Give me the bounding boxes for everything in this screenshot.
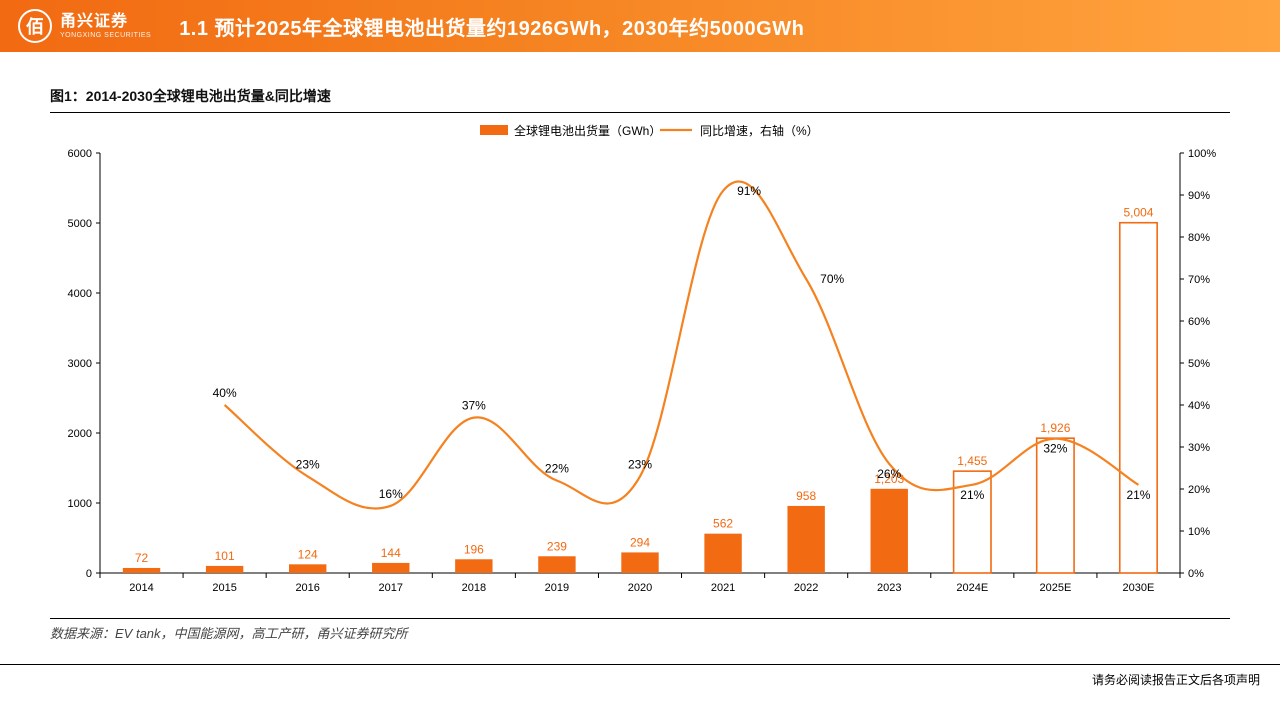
- svg-text:70%: 70%: [1188, 274, 1210, 286]
- svg-text:91%: 91%: [737, 184, 761, 198]
- svg-text:2023: 2023: [877, 582, 901, 594]
- svg-text:144: 144: [381, 546, 401, 560]
- footer-disclaimer: 请务必阅读报告正文后各项声明: [0, 665, 1280, 688]
- svg-text:20%: 20%: [1188, 484, 1210, 496]
- svg-text:80%: 80%: [1188, 232, 1210, 244]
- svg-text:1,455: 1,455: [957, 454, 987, 468]
- svg-text:30%: 30%: [1188, 442, 1210, 454]
- source-rule: [50, 618, 1230, 619]
- logo-mark-icon: 佰: [18, 9, 52, 43]
- svg-text:1,926: 1,926: [1040, 421, 1070, 435]
- svg-text:101: 101: [215, 549, 235, 563]
- svg-text:10%: 10%: [1188, 526, 1210, 538]
- svg-text:72: 72: [135, 551, 149, 565]
- svg-text:40%: 40%: [1188, 400, 1210, 412]
- svg-text:0: 0: [86, 568, 92, 580]
- svg-text:2016: 2016: [295, 582, 319, 594]
- svg-text:2025E: 2025E: [1039, 582, 1071, 594]
- logo-text-cn: 甬兴证券: [60, 14, 151, 30]
- data-source: 数据来源：EV tank，中国能源网，高工产研，甬兴证券研究所: [50, 623, 1230, 642]
- svg-text:22%: 22%: [545, 462, 569, 476]
- svg-text:1000: 1000: [68, 498, 92, 510]
- svg-text:70%: 70%: [820, 272, 844, 286]
- svg-text:60%: 60%: [1188, 316, 1210, 328]
- page-title: 1.1 预计2025年全球锂电池出货量约1926GWh，2030年约5000GW…: [179, 12, 804, 41]
- svg-text:4000: 4000: [68, 288, 92, 300]
- svg-text:2014: 2014: [129, 582, 153, 594]
- svg-text:239: 239: [547, 539, 567, 553]
- svg-text:2017: 2017: [379, 582, 403, 594]
- svg-text:50%: 50%: [1188, 358, 1210, 370]
- svg-text:2018: 2018: [462, 582, 486, 594]
- svg-text:16%: 16%: [379, 487, 403, 501]
- svg-text:37%: 37%: [462, 399, 486, 413]
- svg-text:40%: 40%: [213, 386, 237, 400]
- svg-text:2015: 2015: [212, 582, 236, 594]
- svg-text:21%: 21%: [1126, 488, 1150, 502]
- svg-text:294: 294: [630, 535, 650, 549]
- logo-text-en: YONGXING SECURITIES: [60, 32, 151, 39]
- svg-text:23%: 23%: [296, 457, 320, 471]
- svg-text:26%: 26%: [877, 467, 901, 481]
- svg-text:562: 562: [713, 517, 733, 531]
- svg-text:124: 124: [298, 547, 318, 561]
- svg-text:2019: 2019: [545, 582, 569, 594]
- svg-text:2020: 2020: [628, 582, 652, 594]
- svg-text:32%: 32%: [1043, 442, 1067, 456]
- svg-text:21%: 21%: [960, 488, 984, 502]
- svg-text:同比增速，右轴（%）: 同比增速，右轴（%）: [700, 123, 819, 138]
- svg-text:23%: 23%: [628, 457, 652, 471]
- svg-text:6000: 6000: [68, 148, 92, 160]
- svg-text:90%: 90%: [1188, 190, 1210, 202]
- svg-text:2030E: 2030E: [1123, 582, 1155, 594]
- svg-text:958: 958: [796, 489, 816, 503]
- svg-text:全球锂电池出货量（GWh）: 全球锂电池出货量（GWh）: [514, 123, 661, 138]
- svg-text:2022: 2022: [794, 582, 818, 594]
- svg-text:2024E: 2024E: [956, 582, 988, 594]
- svg-text:3000: 3000: [68, 358, 92, 370]
- header-bar: 佰 甬兴证券 YONGXING SECURITIES 1.1 预计2025年全球…: [0, 0, 1280, 52]
- chart-container: 全球锂电池出货量（GWh） 同比增速，右轴（%） 0 1000 2000 3000 4000…: [50, 113, 1230, 618]
- figure-caption: 图1：2014-2030全球锂电池出货量&同比增速: [50, 86, 1230, 106]
- company-logo: 佰 甬兴证券 YONGXING SECURITIES: [18, 9, 151, 43]
- combo-chart: 全球锂电池出货量（GWh） 同比增速，右轴（%） 0 1000 2000 3000 4000…: [50, 113, 1230, 613]
- svg-text:5000: 5000: [68, 218, 92, 230]
- svg-text:2021: 2021: [711, 582, 735, 594]
- svg-text:100%: 100%: [1188, 148, 1216, 160]
- svg-text:5,004: 5,004: [1123, 206, 1153, 220]
- svg-text:196: 196: [464, 542, 484, 556]
- svg-text:0%: 0%: [1188, 568, 1204, 580]
- svg-text:2000: 2000: [68, 428, 92, 440]
